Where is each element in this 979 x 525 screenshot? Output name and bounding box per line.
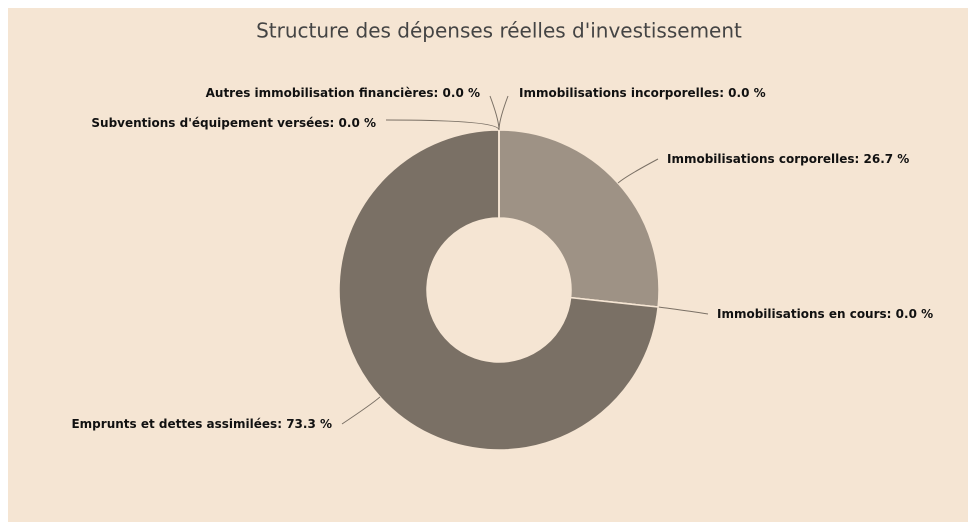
leader-line <box>385 119 500 131</box>
chart-title: Structure des dépenses réelles d'investi… <box>256 19 742 43</box>
label-name: Immobilisations en cours <box>717 307 887 321</box>
label-sep: : <box>330 116 339 130</box>
label-value: 0.0 % <box>443 86 480 100</box>
donut-slice <box>338 129 659 451</box>
label-sep: : <box>277 417 286 431</box>
label-sep: : <box>887 307 896 321</box>
leader-line <box>341 396 381 425</box>
data-label: Immobilisations incorporelles: 0.0 % <box>519 86 766 100</box>
label-name: Emprunts et dettes assimilées <box>71 417 277 431</box>
label-sep: : <box>719 86 728 100</box>
label-name: Subventions d'équipement versées <box>91 116 329 130</box>
label-value: 0.0 % <box>339 116 376 130</box>
data-label: Subventions d'équipement versées: 0.0 % <box>91 116 376 130</box>
donut-slice <box>498 129 660 308</box>
label-name: Immobilisations corporelles <box>667 152 855 166</box>
data-label: Immobilisations corporelles: 26.7 % <box>667 152 909 166</box>
label-value: 0.0 % <box>728 86 765 100</box>
leader-line <box>658 306 709 315</box>
data-label: Autres immobilisation financières: 0.0 % <box>206 86 480 100</box>
label-value: 26.7 % <box>864 152 910 166</box>
leader-line <box>617 158 659 184</box>
label-value: 73.3 % <box>286 417 332 431</box>
data-label: Emprunts et dettes assimilées: 73.3 % <box>71 417 332 431</box>
label-sep: : <box>434 86 443 100</box>
label-name: Autres immobilisation financières <box>206 86 434 100</box>
label-sep: : <box>855 152 864 166</box>
label-value: 0.0 % <box>896 307 933 321</box>
leader-line <box>489 95 500 131</box>
label-name: Immobilisations incorporelles <box>519 86 719 100</box>
data-label: Immobilisations en cours: 0.0 % <box>717 307 933 321</box>
